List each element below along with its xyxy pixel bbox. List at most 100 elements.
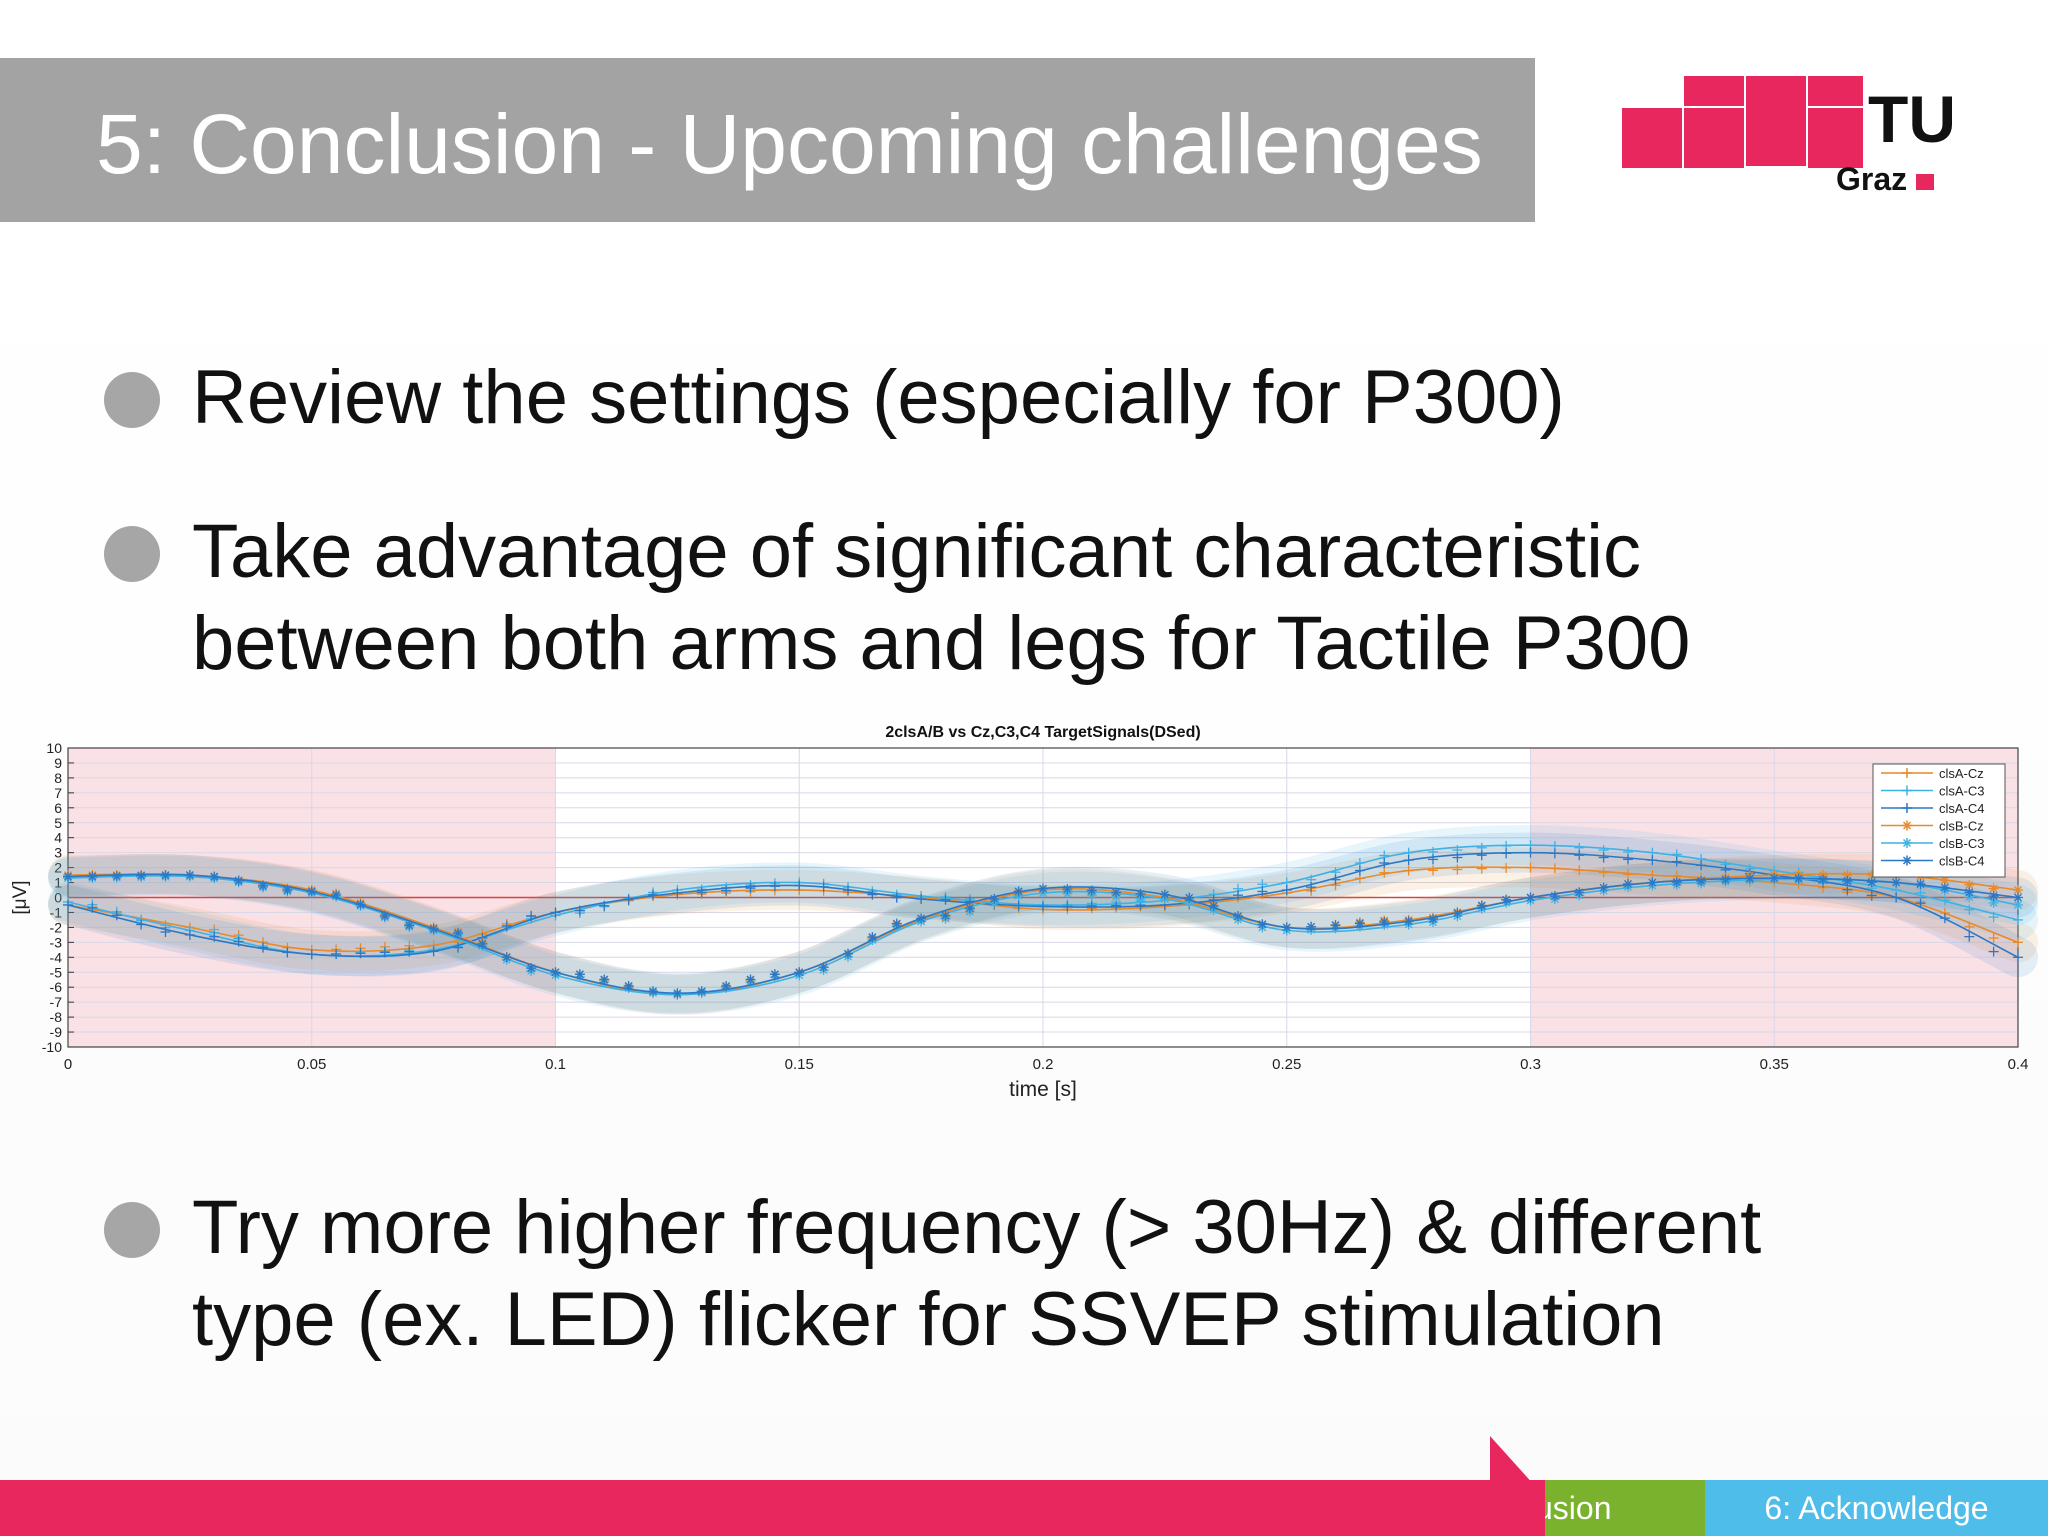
data-point xyxy=(1939,913,1950,924)
data-point xyxy=(648,986,658,997)
data-point xyxy=(1452,908,1463,919)
marker-stroke xyxy=(1429,915,1437,924)
bullet-3-line-2: type (ex. LED) flicker for SSVEP stimula… xyxy=(192,1277,1665,1362)
data-point xyxy=(550,967,561,978)
data-point xyxy=(1842,876,1853,887)
y-tick-label: 0 xyxy=(54,890,62,906)
data-point xyxy=(1939,895,1950,906)
data-point xyxy=(672,988,683,999)
marker-stroke xyxy=(1940,883,1949,892)
bullet-dot-icon xyxy=(104,1202,160,1258)
data-point xyxy=(1159,889,1170,900)
marker-stroke xyxy=(1550,892,1559,901)
nav-acknowledge[interactable]: 6: Acknowledge xyxy=(1705,1480,2048,1536)
data-point xyxy=(843,948,853,959)
marker-stroke xyxy=(1087,886,1096,895)
marker-stroke xyxy=(356,900,365,909)
data-point xyxy=(1647,877,1658,888)
data-point xyxy=(306,949,317,960)
data-point xyxy=(818,881,829,892)
data-point xyxy=(1769,873,1780,884)
data-point xyxy=(1233,890,1243,901)
x-tick-label: 0.4 xyxy=(2008,1056,2029,1073)
marker-stroke xyxy=(2014,901,2022,909)
marker-stroke xyxy=(1404,917,1413,926)
bullet-1-line-1: Review the settings (especially for P300… xyxy=(192,355,1565,440)
y-tick-label: 2 xyxy=(54,860,62,876)
marker-stroke xyxy=(405,921,414,930)
data-point xyxy=(1939,882,1950,893)
data-point xyxy=(111,871,122,882)
data-point xyxy=(1476,863,1487,874)
marker-stroke xyxy=(1989,892,1998,901)
marker-stroke xyxy=(1624,880,1632,888)
data-point xyxy=(1964,921,1975,932)
marker-stroke xyxy=(1282,923,1291,932)
marker-stroke xyxy=(892,919,901,928)
nav-conclusion[interactable]: usion xyxy=(1545,1480,1705,1536)
data-point xyxy=(843,885,853,896)
data-point xyxy=(1988,897,1999,908)
marker-stroke xyxy=(1526,893,1535,902)
data-point xyxy=(526,911,537,922)
marker-stroke xyxy=(137,871,146,880)
legend-marker xyxy=(1902,821,1912,830)
data-point xyxy=(404,920,415,931)
marker-stroke xyxy=(722,981,731,990)
data-point xyxy=(1525,847,1536,858)
y-tick-label: 7 xyxy=(54,785,62,801)
marker-stroke xyxy=(941,911,950,920)
data-point xyxy=(1111,900,1122,911)
data-point xyxy=(1086,885,1097,896)
data-point xyxy=(1476,850,1487,861)
marker-stroke xyxy=(2014,886,2022,894)
data-point xyxy=(1428,914,1438,925)
marker-stroke xyxy=(1989,884,1998,893)
marker-stroke xyxy=(64,872,72,881)
marker-stroke xyxy=(1355,919,1364,928)
data-point xyxy=(1866,890,1877,901)
data-point xyxy=(63,871,73,882)
data-point xyxy=(964,903,975,914)
y-tick-label: -7 xyxy=(50,994,63,1010)
marker-stroke xyxy=(1136,889,1145,898)
data-point xyxy=(184,929,195,940)
data-point xyxy=(1379,867,1390,878)
y-tick-label: -10 xyxy=(42,1039,62,1055)
data-point xyxy=(453,928,463,939)
data-point xyxy=(477,938,488,949)
data-point xyxy=(1598,852,1609,863)
y-tick-label: -2 xyxy=(50,919,63,935)
data-point xyxy=(160,927,171,938)
y-tick-label: 4 xyxy=(54,830,62,846)
chart-title: 2clsA/B vs Cz,C3,C4 TargetSignals(DSed) xyxy=(885,724,1200,741)
slide-title: 5: Conclusion - Upcoming challenges xyxy=(96,97,1483,191)
data-point xyxy=(1623,869,1633,880)
legend-marker xyxy=(1902,838,1912,848)
data-point xyxy=(1525,862,1536,873)
marker-stroke xyxy=(1575,888,1584,897)
data-point xyxy=(1671,877,1682,888)
x-tick-label: 0.35 xyxy=(1760,1056,1789,1073)
data-point xyxy=(769,881,780,892)
legend-label: clsA-C3 xyxy=(1939,784,1985,799)
data-point xyxy=(209,871,220,882)
series-clsB-C4 xyxy=(63,870,2023,999)
data-point xyxy=(940,910,951,921)
data-point xyxy=(1866,877,1877,888)
marker-stroke xyxy=(697,987,706,996)
legend-marker xyxy=(1902,856,1912,865)
data-point xyxy=(672,888,683,899)
marker-stroke xyxy=(1745,874,1754,883)
data-point xyxy=(1501,848,1512,859)
data-point xyxy=(1306,882,1317,893)
marker-stroke xyxy=(1819,875,1827,884)
data-point xyxy=(1111,887,1122,898)
data-point xyxy=(648,889,658,900)
svg-text:Graz: Graz xyxy=(1836,161,1907,197)
marker-stroke xyxy=(1258,920,1267,929)
data-point xyxy=(916,913,927,924)
y-tick-label: 1 xyxy=(54,875,62,891)
data-point xyxy=(1428,854,1438,865)
